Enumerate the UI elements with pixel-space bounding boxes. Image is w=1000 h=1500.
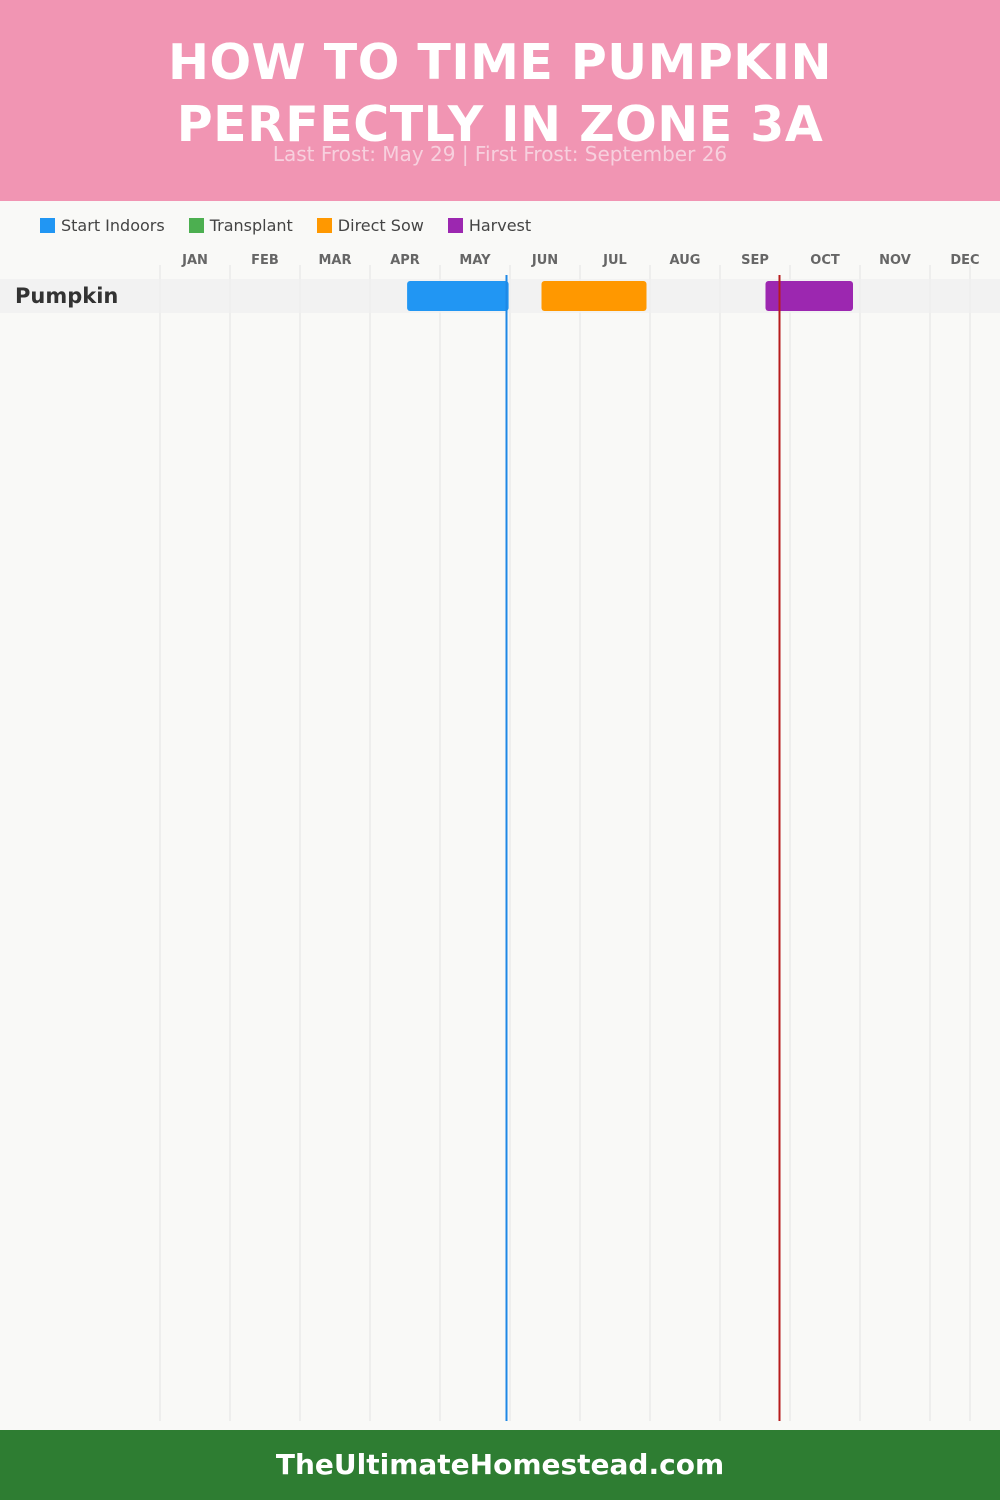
month-tick-label: NOV bbox=[879, 253, 911, 268]
legend: Start Indoors Transplant Direct Sow Harv… bbox=[40, 214, 555, 236]
legend-label-transplant: Transplant bbox=[209, 215, 293, 235]
month-tick-label: MAY bbox=[459, 253, 491, 268]
frost-dates-subtitle: Last Frost: May 29 | First Frost: Septem… bbox=[272, 142, 728, 166]
header-banner: HOW TO TIME PUMPKIN PERFECTLY IN ZONE 3A… bbox=[0, 0, 1000, 201]
month-tick-label: OCT bbox=[810, 253, 840, 268]
legend-item-harvest: Harvest bbox=[447, 215, 532, 235]
month-tick-label: MAR bbox=[318, 253, 351, 268]
task-bar-direct-sow bbox=[541, 281, 647, 311]
month-tick-label: JAN bbox=[181, 253, 208, 268]
legend-item-start-indoors: Start Indoors bbox=[40, 216, 165, 235]
month-tick-label: JUL bbox=[602, 253, 627, 268]
legend-swatch-transplant bbox=[188, 217, 204, 233]
month-tick-label: DEC bbox=[950, 253, 979, 268]
planting-calendar-chart: JAN FEB MAR APR MAY JUN JUL AUG SEP OCT NOV DEC Pump… bbox=[0, 253, 1000, 1421]
page-title: HOW TO TIME PUMPKIN PERFECTLY IN ZONE 3A bbox=[0, 32, 1000, 156]
title-line-2: PERFECTLY IN ZONE 3A bbox=[176, 96, 824, 153]
legend-item-transplant: Transplant bbox=[188, 215, 293, 235]
month-tick-label: SEP bbox=[741, 253, 769, 268]
legend-swatch-direct-sow bbox=[316, 217, 332, 233]
legend-item-direct-sow: Direct Sow bbox=[316, 215, 424, 235]
month-tick-label: APR bbox=[390, 253, 420, 268]
footer-site-link[interactable]: TheUltimateHomestead.com bbox=[275, 1448, 725, 1481]
task-bar-start-indoors bbox=[407, 281, 509, 311]
legend-swatch-start-indoors bbox=[40, 217, 55, 233]
title-line-1: HOW TO TIME PUMPKIN bbox=[168, 34, 832, 91]
legend-swatch-harvest bbox=[447, 217, 463, 233]
legend-label-start-indoors: Start Indoors bbox=[61, 215, 165, 235]
month-tick-label: JUN bbox=[531, 253, 558, 268]
task-bar-harvest bbox=[765, 281, 853, 311]
legend-label-harvest: Harvest bbox=[468, 215, 532, 235]
legend-label-direct-sow: Direct Sow bbox=[337, 215, 424, 235]
footer-banner: TheUltimateHomestead.com bbox=[0, 1430, 1000, 1500]
month-tick-label: FEB bbox=[251, 253, 279, 268]
month-tick-label: AUG bbox=[670, 253, 701, 268]
crop-name-label: Pumpkin bbox=[15, 284, 118, 308]
